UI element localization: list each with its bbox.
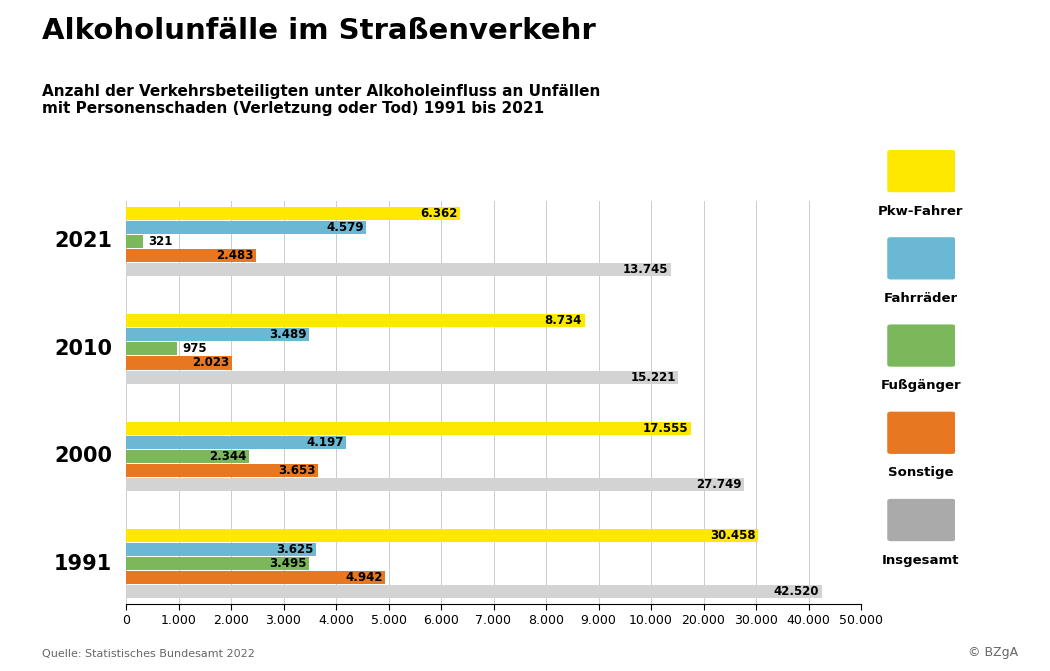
Bar (126, 314, 585, 327)
Text: 4.579: 4.579 (327, 221, 363, 234)
Text: 13.745: 13.745 (623, 263, 668, 276)
Text: Pkw-Fahrer: Pkw-Fahrer (878, 205, 964, 217)
FancyBboxPatch shape (887, 324, 956, 366)
Bar (126, 328, 309, 342)
Text: 42.520: 42.520 (774, 586, 819, 599)
Text: 3.489: 3.489 (269, 328, 307, 342)
Bar (126, 557, 310, 570)
Text: 15.221: 15.221 (630, 370, 676, 384)
Bar (126, 435, 346, 449)
FancyBboxPatch shape (887, 499, 956, 541)
Text: 2.023: 2.023 (192, 356, 230, 370)
Bar (126, 356, 232, 370)
Bar (126, 543, 316, 556)
FancyBboxPatch shape (887, 411, 956, 454)
Text: 4.197: 4.197 (307, 435, 343, 449)
Text: Quelle: Statistisches Bundesamt 2022: Quelle: Statistisches Bundesamt 2022 (42, 649, 255, 659)
Text: 4.942: 4.942 (345, 571, 383, 584)
Bar (126, 342, 177, 356)
Bar (126, 464, 318, 477)
Text: Insgesamt: Insgesamt (882, 554, 960, 566)
Bar (126, 207, 460, 219)
Text: 321: 321 (148, 235, 172, 248)
Text: 8.734: 8.734 (545, 314, 582, 327)
Bar (126, 235, 143, 248)
FancyBboxPatch shape (887, 150, 956, 193)
Text: 3.625: 3.625 (276, 543, 314, 556)
Text: 30.458: 30.458 (710, 529, 756, 542)
Bar (126, 263, 671, 276)
FancyBboxPatch shape (887, 238, 956, 280)
Text: 27.749: 27.749 (696, 478, 741, 491)
Text: 975: 975 (183, 342, 207, 356)
Bar (126, 421, 691, 435)
Bar (126, 529, 758, 542)
Text: 2.344: 2.344 (209, 450, 247, 463)
Text: 6.362: 6.362 (420, 207, 458, 219)
Bar (126, 478, 744, 491)
Bar (126, 586, 822, 599)
Bar (126, 450, 249, 463)
Bar (126, 221, 366, 234)
Text: Fußgänger: Fußgänger (881, 379, 961, 392)
Text: 17.555: 17.555 (643, 421, 688, 435)
Bar (126, 249, 256, 262)
Text: Fahrräder: Fahrräder (884, 292, 958, 305)
Text: Anzahl der Verkehrsbeteiligten unter Alkoholeinfluss an Unfällen
mit Personensch: Anzahl der Verkehrsbeteiligten unter Alk… (42, 84, 601, 116)
Text: 3.653: 3.653 (278, 464, 315, 477)
Text: 2.483: 2.483 (216, 249, 254, 262)
Text: Alkoholunfälle im Straßenverkehr: Alkoholunfälle im Straßenverkehr (42, 17, 595, 45)
Bar (126, 571, 385, 584)
Text: © BZgA: © BZgA (968, 646, 1018, 659)
Bar (126, 370, 678, 384)
Text: 3.495: 3.495 (270, 557, 307, 570)
Text: Sonstige: Sonstige (888, 466, 953, 479)
